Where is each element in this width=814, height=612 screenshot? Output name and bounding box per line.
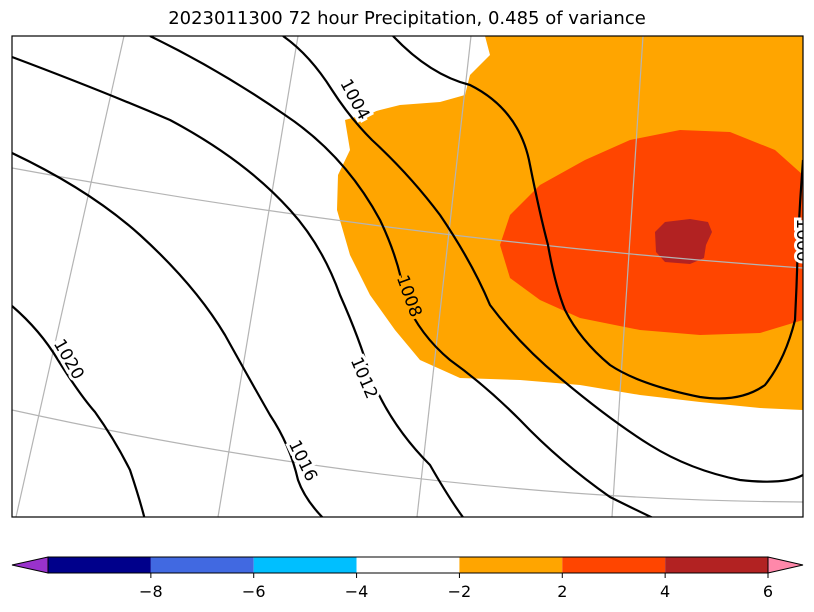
colorbar-frame bbox=[47, 556, 769, 574]
contour-1020 bbox=[12, 305, 146, 517]
precip-region-6-8 bbox=[655, 219, 712, 264]
colorbar-tick-label: 2 bbox=[557, 582, 567, 601]
colorbar-segment bbox=[150, 557, 254, 573]
colorbar-tick-label: 6 bbox=[763, 582, 773, 601]
contour-1016 bbox=[12, 152, 324, 517]
contour-1012 bbox=[12, 55, 465, 517]
precip-region-4-6 bbox=[500, 130, 803, 335]
contour-label: 1020 bbox=[49, 336, 88, 383]
pressure-contours bbox=[12, 36, 803, 517]
meridian-line bbox=[15, 36, 125, 517]
contour-label: 1004 bbox=[335, 76, 373, 124]
map-frame bbox=[11, 35, 804, 518]
colorbar-tick-label: −2 bbox=[448, 582, 472, 601]
parallel-line bbox=[12, 409, 803, 503]
colorbar-tick-label: 4 bbox=[660, 582, 670, 601]
colorbar-segment bbox=[356, 557, 460, 573]
map-gridlines bbox=[12, 36, 803, 517]
contour-1008 bbox=[149, 36, 654, 517]
colorbar-extend-low bbox=[11, 556, 49, 574]
colorbar-tick-label: −8 bbox=[139, 582, 163, 601]
colorbar-segment bbox=[48, 557, 151, 573]
contour-label: 1016 bbox=[284, 437, 321, 485]
chart-title: 2023011300 72 hour Precipitation, 0.485 … bbox=[168, 8, 646, 29]
colorbar: −8−6−4−22468 bbox=[11, 556, 804, 601]
contour-label: 1012 bbox=[346, 354, 381, 402]
colorbar-segment bbox=[459, 557, 563, 573]
colorbar-tick-label: −6 bbox=[242, 582, 266, 601]
parallel-line bbox=[12, 167, 803, 269]
contour-1004 bbox=[282, 36, 803, 483]
meridian-line bbox=[416, 36, 472, 517]
map-panel: 1000 1004 1008 1012 1016 1020 bbox=[12, 36, 812, 517]
contour-1000 bbox=[392, 36, 803, 400]
colorbar-segment bbox=[665, 557, 768, 573]
colorbar-segment bbox=[253, 557, 357, 573]
colorbar-segment bbox=[562, 557, 666, 573]
meridian-line bbox=[611, 36, 644, 517]
contour-label: 1000 bbox=[792, 218, 812, 261]
colorbar-extend-high bbox=[767, 556, 804, 574]
meridian-line bbox=[217, 36, 299, 517]
colorbar-tick-label: −4 bbox=[345, 582, 369, 601]
